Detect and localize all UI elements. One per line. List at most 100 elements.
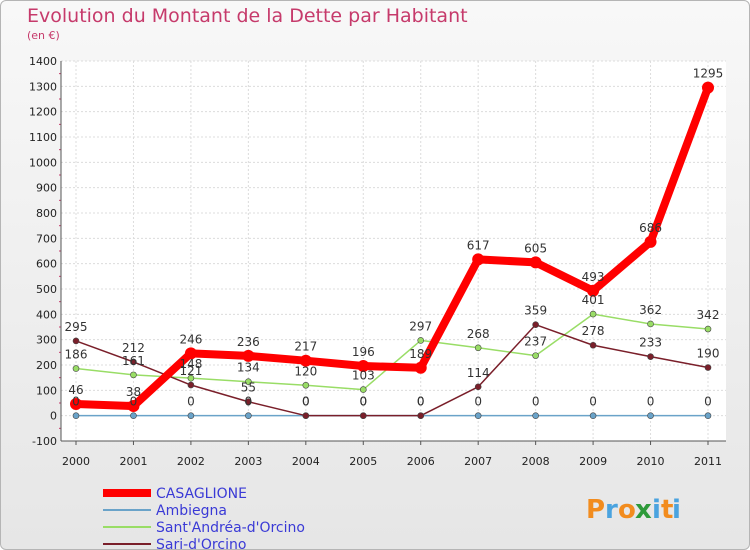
y-tick-label: 900 (36, 182, 57, 195)
data-point (532, 412, 539, 419)
x-tick-label: 2006 (407, 455, 435, 468)
y-tick-label: 800 (36, 207, 57, 220)
data-label: 196 (352, 345, 375, 359)
data-label: 342 (697, 308, 720, 322)
data-label: 0 (359, 395, 367, 409)
data-label: 114 (467, 366, 490, 380)
x-tick-label: 2009 (579, 455, 607, 468)
data-point (472, 253, 485, 266)
data-point (704, 364, 712, 371)
data-label: 55 (241, 381, 256, 395)
x-tick-label: 2007 (464, 455, 492, 468)
data-point (130, 358, 137, 366)
series-line-0 (72, 83, 712, 411)
data-point (359, 386, 367, 393)
data-point (302, 412, 310, 419)
data-label: 295 (65, 320, 88, 334)
data-label: 0 (72, 395, 80, 409)
data-point (702, 81, 714, 94)
data-label: 1295 (693, 67, 724, 81)
data-label: 686 (639, 221, 662, 235)
brand-letter: P (586, 495, 605, 525)
brand-letter: x (635, 495, 652, 525)
data-label: 0 (704, 395, 712, 409)
y-tick-label: 1400 (29, 55, 57, 68)
data-point (359, 412, 367, 419)
y-tick-label: -100 (32, 435, 57, 448)
data-label: 0 (245, 395, 253, 409)
data-point (245, 398, 252, 406)
data-label: 0 (359, 395, 367, 409)
data-label: 236 (237, 335, 260, 349)
data-point (532, 321, 539, 329)
y-tick-label: 600 (36, 258, 57, 271)
x-tick-label: 2010 (637, 455, 665, 468)
y-tick-label: 700 (36, 232, 57, 245)
data-point (644, 235, 657, 248)
legend-label: Ambiegna (156, 503, 227, 519)
data-point (474, 412, 482, 419)
data-label: 0 (302, 395, 310, 409)
data-point (245, 412, 252, 419)
data-label: 297 (409, 319, 432, 333)
data-label: 120 (294, 364, 317, 378)
series-line-3 (75, 323, 709, 417)
data-point (587, 284, 600, 297)
data-point (417, 337, 425, 344)
data-label: 246 (179, 332, 202, 346)
y-tick-label: 500 (36, 283, 57, 296)
data-label: 605 (524, 241, 547, 255)
data-label: 237 (524, 335, 547, 349)
data-label: 46 (68, 383, 83, 397)
data-point (589, 412, 597, 419)
data-label: 401 (582, 293, 605, 307)
data-label: 190 (697, 347, 720, 361)
data-label: 0 (474, 395, 482, 409)
x-tick-label: 2002 (177, 455, 205, 468)
y-tick-label: 100 (36, 384, 57, 397)
data-label: 0 (302, 395, 310, 409)
data-label: 233 (639, 336, 662, 350)
x-tick-label: 2001 (119, 455, 147, 468)
data-point (589, 310, 597, 318)
data-point (187, 374, 195, 382)
data-point (647, 353, 654, 360)
data-point (130, 412, 137, 419)
data-label: 103 (352, 369, 375, 383)
data-label: 217 (294, 340, 317, 354)
y-tick-label: 1000 (29, 156, 57, 169)
data-label: 362 (639, 303, 662, 317)
legend-label: CASAGLIONE (156, 486, 247, 502)
data-label: 617 (467, 238, 490, 252)
data-point (187, 412, 195, 419)
data-label: 134 (237, 361, 260, 375)
y-tick-label: 1300 (29, 80, 57, 93)
brand-letter: i (652, 495, 661, 525)
brand-letter: i (672, 495, 681, 525)
data-point (589, 341, 597, 349)
data-label: 0 (647, 395, 655, 409)
data-label: 121 (179, 364, 202, 378)
data-label: 148 (179, 357, 202, 371)
data-point (72, 412, 80, 419)
x-tick-label: 2008 (522, 455, 550, 468)
data-label: 268 (467, 327, 490, 341)
data-point (474, 383, 482, 391)
data-label: 186 (65, 348, 88, 362)
y-tick-label: 1100 (29, 131, 57, 144)
data-label: 0 (187, 395, 195, 409)
data-point (299, 354, 312, 367)
data-point (72, 337, 80, 345)
chart-subtitle: (en €) (27, 29, 60, 42)
x-tick-label: 2003 (234, 455, 262, 468)
data-point (130, 371, 137, 379)
y-tick-label: 200 (36, 359, 57, 372)
data-point (72, 365, 80, 372)
y-tick-label: 400 (36, 308, 57, 321)
y-tick-label: 1200 (29, 106, 57, 119)
data-point (184, 347, 197, 360)
data-point (127, 400, 140, 413)
data-point (70, 398, 82, 411)
